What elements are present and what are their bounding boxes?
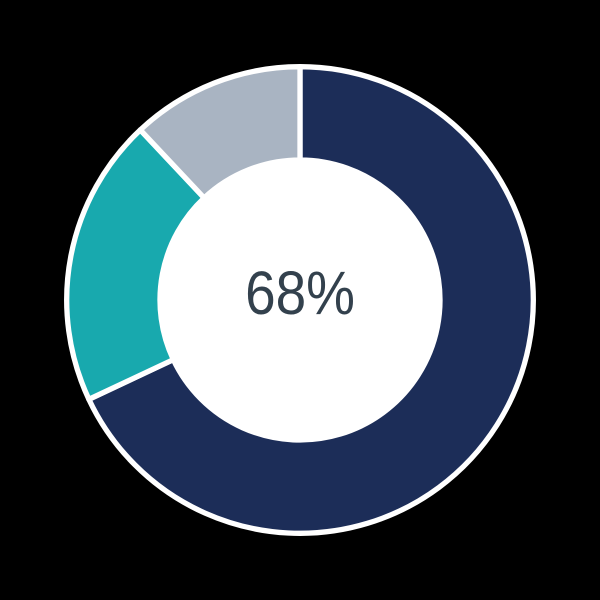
svg-text:68%: 68% [245, 259, 355, 327]
